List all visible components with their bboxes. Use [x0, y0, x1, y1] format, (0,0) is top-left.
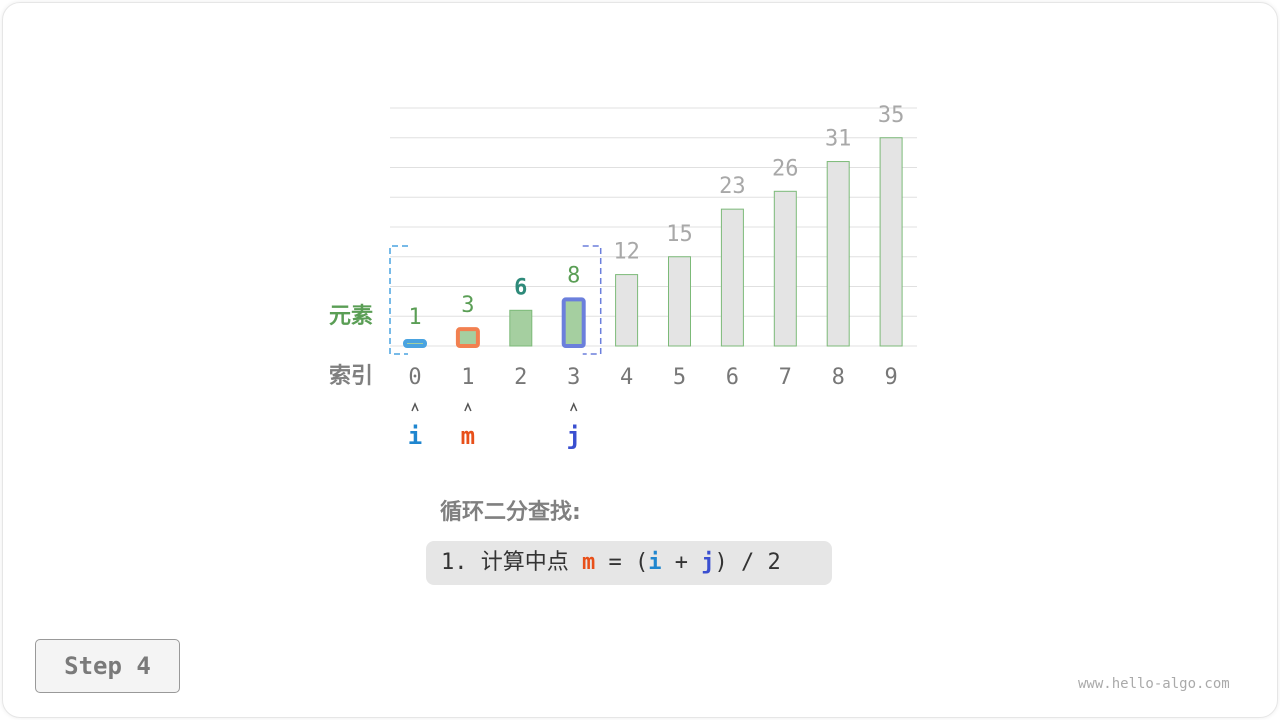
- index-label: 1: [461, 365, 474, 390]
- row-label-index: 索引: [329, 364, 373, 389]
- value-label: 8: [567, 263, 580, 288]
- index-label: 5: [673, 365, 686, 390]
- index-label: 2: [514, 365, 527, 390]
- index-label: 6: [726, 365, 739, 390]
- formula-m: m: [581, 550, 596, 575]
- pointer-m: m: [461, 422, 475, 450]
- value-label: 12: [613, 240, 640, 265]
- value-label: 31: [825, 127, 852, 152]
- value-label: 35: [878, 103, 905, 128]
- value-label: 23: [719, 174, 746, 199]
- watermark: www.hello-algo.com: [1078, 676, 1230, 692]
- step-button[interactable]: Step 4: [35, 639, 180, 693]
- index-label: 8: [832, 365, 845, 390]
- bar: [403, 339, 427, 348]
- bar: [668, 256, 691, 347]
- pointer-arrow-icon: [411, 402, 419, 412]
- range-bracket-left: [389, 245, 408, 355]
- formula-prefix: 1. 计算中点: [441, 550, 582, 575]
- bar: [826, 161, 850, 347]
- bar: [615, 274, 639, 347]
- bar: [879, 137, 903, 347]
- value-label: 3: [461, 293, 474, 318]
- formula-mid1: = (: [595, 550, 649, 575]
- range-bracket-right: [582, 245, 602, 355]
- bar: [455, 327, 480, 348]
- value-label: 6: [514, 275, 527, 300]
- bar: [509, 309, 533, 347]
- section-title: 循环二分查找:: [440, 500, 581, 525]
- value-label: 1: [408, 305, 421, 330]
- formula-suffix: ) / 2: [714, 550, 781, 575]
- pointer-j: j: [566, 422, 580, 450]
- pointer-arrow-icon: [570, 402, 578, 412]
- formula-j: j: [701, 550, 715, 575]
- formula-box: 1. 计算中点 m = (i + j) / 2: [426, 541, 832, 585]
- index-label: 7: [779, 365, 792, 390]
- formula-i: i: [648, 550, 662, 575]
- pointer-i: i: [408, 422, 422, 450]
- bar: [720, 208, 744, 347]
- index-label: 0: [408, 365, 421, 390]
- pointer-arrow-icon: [464, 402, 472, 412]
- index-label: 3: [567, 365, 580, 390]
- bar: [773, 190, 797, 347]
- formula-mid2: +: [661, 550, 702, 575]
- value-label: 15: [666, 222, 693, 247]
- index-label: 9: [884, 365, 897, 390]
- row-label-elements: 元素: [329, 303, 373, 329]
- bar: [561, 297, 586, 348]
- value-label: 26: [772, 156, 799, 181]
- index-label: 4: [620, 365, 633, 390]
